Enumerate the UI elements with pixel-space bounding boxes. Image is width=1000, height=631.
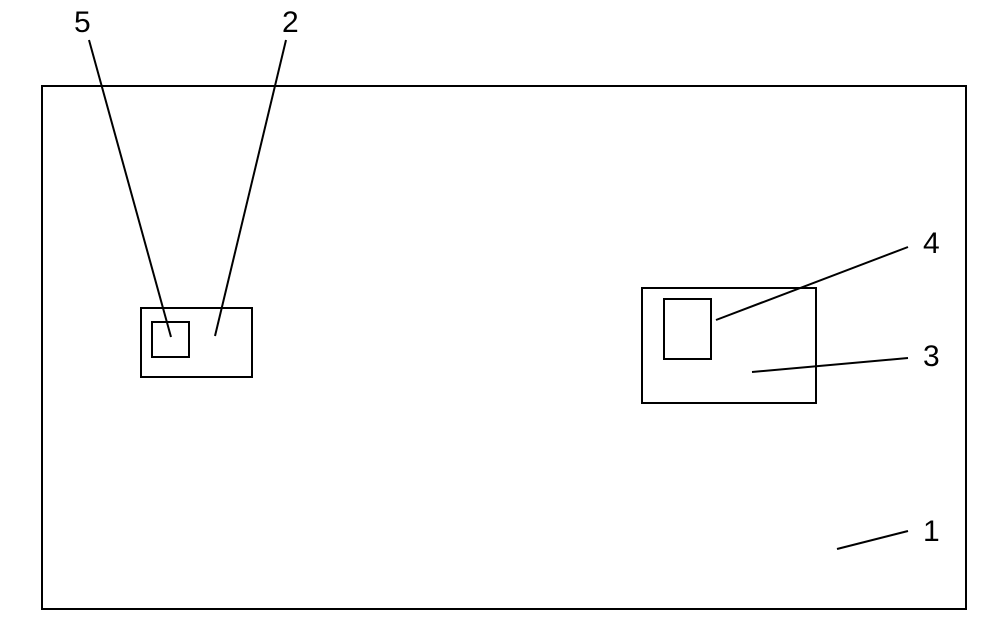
label-2: 2 — [282, 6, 299, 39]
diagram-canvas: 5 2 4 3 1 — [0, 0, 1000, 631]
label-1: 1 — [923, 515, 940, 548]
label-4: 4 — [923, 227, 940, 260]
label-3: 3 — [923, 340, 940, 373]
label-5: 5 — [74, 6, 91, 39]
canvas-bg — [0, 0, 1000, 631]
